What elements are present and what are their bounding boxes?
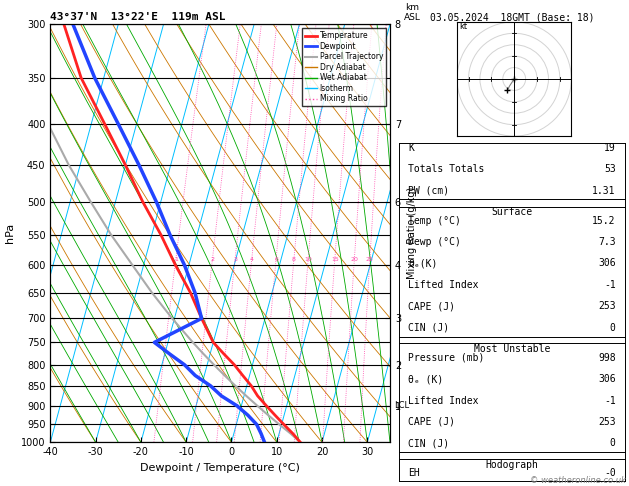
Text: 03.05.2024  18GMT (Base: 18): 03.05.2024 18GMT (Base: 18) xyxy=(430,12,595,22)
Text: CIN (J): CIN (J) xyxy=(408,323,450,333)
Text: 25: 25 xyxy=(366,257,374,261)
X-axis label: Dewpoint / Temperature (°C): Dewpoint / Temperature (°C) xyxy=(140,463,300,473)
Text: 2: 2 xyxy=(211,257,214,261)
Text: LCL: LCL xyxy=(394,401,409,410)
Text: 998: 998 xyxy=(598,353,616,363)
Text: EH: EH xyxy=(408,469,420,478)
Text: 1: 1 xyxy=(174,257,178,261)
Text: kt: kt xyxy=(459,22,467,31)
Text: CAPE (J): CAPE (J) xyxy=(408,301,455,311)
Y-axis label: hPa: hPa xyxy=(6,223,15,243)
Text: Temp (°C): Temp (°C) xyxy=(408,215,461,226)
Text: Hodograph: Hodograph xyxy=(486,460,538,470)
Text: Dewp (°C): Dewp (°C) xyxy=(408,237,461,247)
Y-axis label: Mixing Ratio (g/kg): Mixing Ratio (g/kg) xyxy=(406,187,416,279)
Text: Surface: Surface xyxy=(491,207,533,217)
Text: 4: 4 xyxy=(250,257,253,261)
Text: 7.3: 7.3 xyxy=(598,237,616,247)
Text: Most Unstable: Most Unstable xyxy=(474,344,550,354)
Text: 0: 0 xyxy=(610,438,616,449)
Text: 53: 53 xyxy=(604,164,616,174)
Text: -1: -1 xyxy=(604,280,616,290)
Text: K: K xyxy=(408,143,415,153)
Text: 15.2: 15.2 xyxy=(592,215,616,226)
Text: 6: 6 xyxy=(274,257,278,261)
Text: 10: 10 xyxy=(304,257,312,261)
Text: θₑ (K): θₑ (K) xyxy=(408,374,443,384)
Legend: Temperature, Dewpoint, Parcel Trajectory, Dry Adiabat, Wet Adiabat, Isotherm, Mi: Temperature, Dewpoint, Parcel Trajectory… xyxy=(302,28,386,106)
Text: θₑ(K): θₑ(K) xyxy=(408,259,438,268)
Text: 43°37'N  13°22'E  119m ASL: 43°37'N 13°22'E 119m ASL xyxy=(50,12,226,22)
Text: © weatheronline.co.uk: © weatheronline.co.uk xyxy=(530,476,626,485)
Text: 306: 306 xyxy=(598,374,616,384)
Text: CIN (J): CIN (J) xyxy=(408,438,450,449)
Text: 8: 8 xyxy=(292,257,296,261)
Text: 253: 253 xyxy=(598,417,616,427)
Text: Pressure (mb): Pressure (mb) xyxy=(408,353,485,363)
Text: km
ASL: km ASL xyxy=(404,3,421,22)
Text: -0: -0 xyxy=(604,469,616,478)
Text: CAPE (J): CAPE (J) xyxy=(408,417,455,427)
Text: -1: -1 xyxy=(604,396,616,405)
Text: Lifted Index: Lifted Index xyxy=(408,280,479,290)
Text: 1.31: 1.31 xyxy=(592,186,616,195)
Text: 19: 19 xyxy=(604,143,616,153)
Text: PW (cm): PW (cm) xyxy=(408,186,450,195)
Text: 20: 20 xyxy=(350,257,359,261)
Text: 306: 306 xyxy=(598,259,616,268)
Text: Totals Totals: Totals Totals xyxy=(408,164,485,174)
Text: 253: 253 xyxy=(598,301,616,311)
Text: 15: 15 xyxy=(331,257,339,261)
Text: 3: 3 xyxy=(233,257,237,261)
Text: Lifted Index: Lifted Index xyxy=(408,396,479,405)
Text: 0: 0 xyxy=(610,323,616,333)
